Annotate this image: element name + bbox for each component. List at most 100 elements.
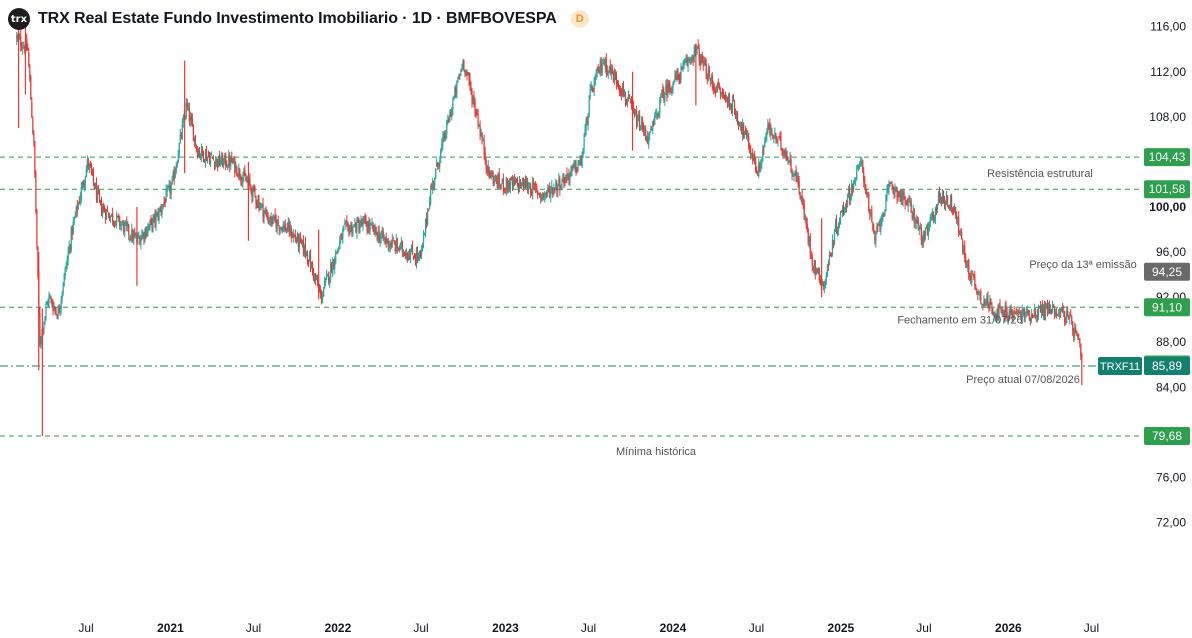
candle-body — [24, 47, 26, 52]
candle-body — [530, 191, 533, 195]
candle-body — [327, 273, 329, 277]
candle-body — [979, 292, 981, 295]
candle-body — [127, 224, 129, 228]
candle-body — [118, 215, 120, 217]
candle-body — [860, 160, 862, 165]
candle-body — [358, 221, 360, 232]
candle-body — [572, 163, 574, 166]
candle-body — [366, 225, 368, 231]
candle-body — [208, 157, 211, 164]
candle-body — [1016, 312, 1018, 314]
candle-body — [314, 273, 317, 280]
candle-body — [737, 121, 740, 126]
candle-body — [131, 229, 133, 241]
candle-body — [579, 157, 581, 164]
candle-body — [424, 218, 427, 234]
candle-body — [921, 241, 923, 244]
candle-body — [1075, 329, 1077, 333]
candle-body — [994, 312, 996, 316]
candle-body — [137, 235, 139, 241]
candle-body — [950, 195, 953, 208]
candle-body — [146, 231, 148, 236]
candle-body — [289, 226, 291, 234]
candle-body — [62, 286, 64, 294]
candle-body — [310, 263, 313, 269]
candle-body — [47, 302, 49, 304]
delay-badge[interactable]: D — [570, 10, 589, 28]
candle-body — [1066, 311, 1068, 323]
candle-body — [150, 218, 152, 220]
candle-body — [96, 189, 99, 198]
candle-body — [1072, 322, 1074, 331]
candle-body — [934, 208, 937, 219]
candle-body — [794, 171, 796, 176]
candle-body — [963, 246, 965, 254]
candle-body — [771, 130, 773, 134]
candle-body — [1069, 316, 1071, 319]
candle-body — [79, 197, 81, 202]
candle-body — [865, 184, 867, 194]
chart-header: trx TRX Real Estate Fundo Investimento I… — [8, 6, 589, 32]
candle-body — [258, 198, 260, 210]
candle-body — [105, 209, 108, 220]
candle-body — [231, 155, 233, 163]
candle-body — [315, 278, 318, 281]
candle-body — [509, 178, 511, 189]
candle-body — [504, 188, 506, 190]
candle-body — [684, 63, 686, 65]
candle-body — [1056, 314, 1059, 316]
candle-body — [487, 164, 489, 172]
candle-body — [527, 188, 530, 190]
candle-body — [946, 195, 949, 207]
candle-body — [765, 136, 767, 141]
candle-body — [391, 239, 393, 248]
candle-body — [233, 158, 235, 163]
candle-body — [88, 163, 90, 167]
candle-body — [1060, 309, 1062, 312]
candle-body — [666, 84, 668, 96]
candle-body — [235, 164, 237, 171]
candle-body — [676, 70, 678, 79]
candle-body — [828, 254, 831, 265]
candle-body — [256, 202, 258, 204]
candle-body — [703, 60, 705, 65]
candle-body — [983, 300, 985, 306]
candle-body — [313, 274, 316, 281]
candle-body — [1027, 309, 1029, 313]
candle-body — [1017, 311, 1019, 313]
candle-body — [679, 77, 681, 81]
candle-body — [596, 68, 598, 72]
candle-body — [100, 202, 103, 214]
candle-body — [965, 257, 967, 263]
candle-body — [57, 309, 59, 318]
candle-body — [363, 219, 365, 221]
candle-body — [128, 224, 130, 236]
candle-body — [861, 162, 863, 164]
candle-body — [777, 138, 779, 142]
candle-body — [688, 58, 690, 61]
candle-body — [253, 187, 255, 189]
candle-body — [533, 184, 535, 186]
candle-body — [618, 88, 621, 90]
candle-body — [759, 165, 761, 171]
candle-body — [338, 247, 340, 250]
candle-body — [907, 198, 909, 207]
x-axis-tick-label: 2023 — [492, 621, 519, 635]
candle-body — [288, 221, 290, 234]
candle-body — [377, 231, 379, 239]
candle-body — [473, 96, 475, 103]
candle-body — [251, 188, 253, 198]
candle-body — [119, 217, 121, 226]
candle-body — [404, 254, 406, 257]
candle-body — [707, 69, 709, 82]
candle-body — [412, 256, 415, 260]
candle-body — [331, 262, 333, 273]
candle-body — [897, 195, 899, 197]
candle-body — [590, 85, 592, 87]
candle-body — [773, 136, 775, 140]
candle-body — [961, 231, 963, 240]
candle-body — [238, 167, 240, 177]
candle-body — [175, 165, 177, 172]
candle-body — [312, 270, 315, 279]
